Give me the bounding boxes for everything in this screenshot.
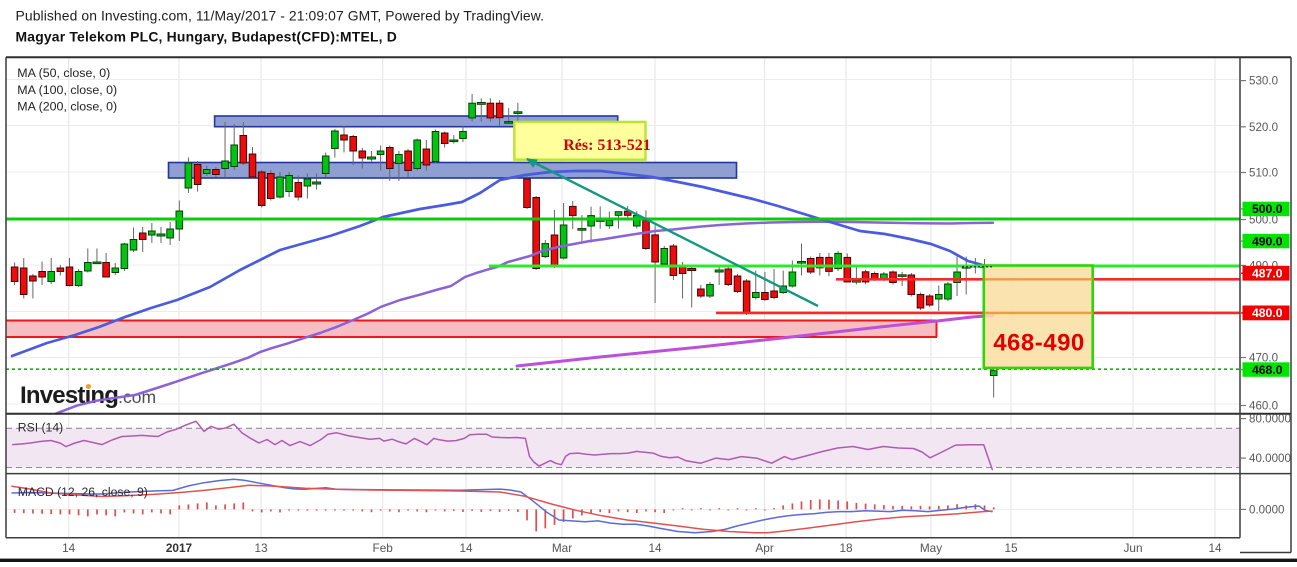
svg-text:MA (100, close, 0): MA (100, close, 0) xyxy=(17,83,117,97)
svg-text:530.0: 530.0 xyxy=(1249,75,1278,88)
svg-text:Mar: Mar xyxy=(552,541,572,555)
svg-text:490.0: 490.0 xyxy=(1252,234,1283,248)
svg-text:MA (200, close, 0): MA (200, close, 0) xyxy=(17,100,117,114)
svg-text:80.0000: 80.0000 xyxy=(1249,413,1291,426)
svg-text:520.0: 520.0 xyxy=(1249,121,1278,134)
svg-text:18: 18 xyxy=(839,541,853,555)
svg-text:Jun: Jun xyxy=(1123,541,1142,555)
svg-text:460.0: 460.0 xyxy=(1249,400,1278,413)
svg-text:Apr: Apr xyxy=(755,541,773,555)
svg-text:468-490: 468-490 xyxy=(993,330,1085,357)
svg-text:500.0: 500.0 xyxy=(1249,214,1278,227)
svg-text:14: 14 xyxy=(62,541,76,555)
svg-text:14: 14 xyxy=(1208,541,1222,555)
svg-text:468.0: 468.0 xyxy=(1252,363,1283,377)
svg-text:Magyar Telekom PLC, Hungary, B: Magyar Telekom PLC, Hungary, Budapest(CF… xyxy=(16,29,397,45)
svg-text:480.0: 480.0 xyxy=(1252,306,1283,320)
svg-text:MA (50, close, 0): MA (50, close, 0) xyxy=(17,66,110,80)
svg-text:0.0000: 0.0000 xyxy=(1249,503,1284,516)
svg-text:Rés: 513-521: Rés: 513-521 xyxy=(563,137,651,154)
svg-text:500.0: 500.0 xyxy=(1252,202,1283,216)
svg-text:RSI (14): RSI (14) xyxy=(18,421,63,435)
svg-text:14: 14 xyxy=(459,541,473,555)
svg-text:May: May xyxy=(920,541,942,555)
svg-text:14: 14 xyxy=(648,541,662,555)
svg-text:MACD (12, 26, close, 9): MACD (12, 26, close, 9) xyxy=(18,485,148,499)
svg-text:487.0: 487.0 xyxy=(1252,267,1283,281)
svg-text:15: 15 xyxy=(1004,541,1018,555)
svg-text:510.0: 510.0 xyxy=(1249,167,1278,180)
svg-text:Feb: Feb xyxy=(373,541,394,555)
svg-text:Published on Investing.com, 11: Published on Investing.com, 11/May/2017 … xyxy=(16,8,545,24)
svg-text:470.0: 470.0 xyxy=(1249,352,1278,365)
svg-text:2017: 2017 xyxy=(166,541,193,555)
svg-text:13: 13 xyxy=(254,541,268,555)
svg-text:40.0000: 40.0000 xyxy=(1249,452,1291,465)
